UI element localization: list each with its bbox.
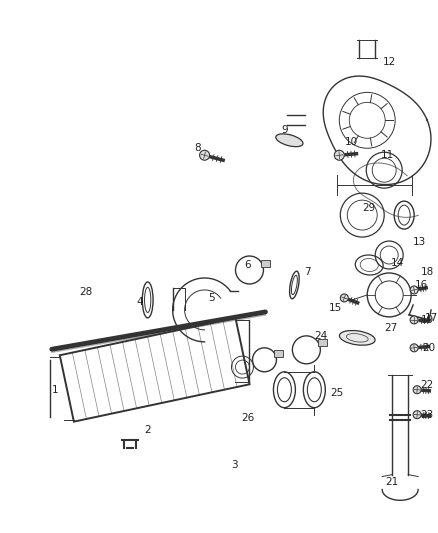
- Text: 18: 18: [420, 267, 434, 277]
- Text: 12: 12: [382, 58, 396, 68]
- FancyBboxPatch shape: [318, 340, 327, 346]
- Text: 8: 8: [194, 143, 201, 154]
- Text: 9: 9: [281, 125, 288, 135]
- Text: 7: 7: [304, 267, 311, 277]
- Text: 22: 22: [420, 379, 434, 390]
- Text: 20: 20: [423, 343, 436, 353]
- Text: 16: 16: [414, 280, 428, 290]
- Text: 19: 19: [420, 315, 434, 325]
- Text: 24: 24: [315, 331, 328, 341]
- Text: 14: 14: [391, 258, 404, 268]
- Text: 13: 13: [413, 237, 426, 247]
- Text: 4: 4: [136, 297, 143, 307]
- Text: 23: 23: [420, 410, 434, 419]
- Circle shape: [410, 344, 418, 352]
- Text: 21: 21: [385, 477, 399, 487]
- Text: 3: 3: [231, 459, 238, 470]
- Text: 28: 28: [79, 287, 92, 297]
- FancyBboxPatch shape: [274, 350, 283, 357]
- Text: 26: 26: [241, 413, 254, 423]
- Text: 10: 10: [345, 138, 358, 147]
- Text: 1: 1: [52, 385, 58, 395]
- Ellipse shape: [339, 330, 375, 345]
- Circle shape: [410, 316, 418, 324]
- Text: 2: 2: [145, 425, 151, 434]
- Text: 17: 17: [424, 313, 438, 323]
- Text: 5: 5: [208, 293, 215, 303]
- Circle shape: [340, 294, 348, 302]
- Text: 15: 15: [328, 303, 342, 313]
- Circle shape: [334, 150, 344, 160]
- Text: 6: 6: [244, 260, 251, 270]
- Circle shape: [200, 150, 209, 160]
- Circle shape: [410, 286, 418, 294]
- Text: 25: 25: [331, 387, 344, 398]
- Text: 11: 11: [381, 150, 394, 160]
- Ellipse shape: [276, 134, 303, 147]
- Text: 27: 27: [385, 323, 398, 333]
- Circle shape: [413, 386, 421, 394]
- FancyBboxPatch shape: [261, 260, 270, 266]
- Text: 29: 29: [363, 203, 376, 213]
- Circle shape: [413, 411, 421, 419]
